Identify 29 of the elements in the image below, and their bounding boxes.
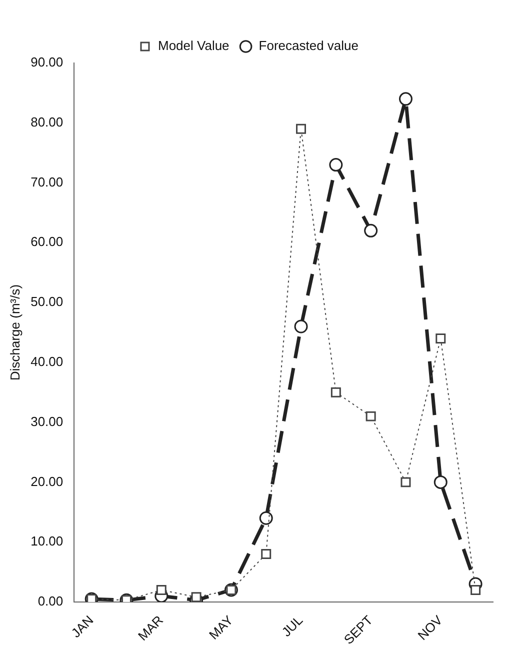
y-tick-label: 20.00 xyxy=(30,474,64,489)
y-tick-label: 10.00 xyxy=(30,534,64,549)
y-tick-label: 60.00 xyxy=(30,234,64,250)
y-tick-label: 50.00 xyxy=(30,294,64,310)
point xyxy=(436,333,446,344)
point xyxy=(294,320,308,334)
point xyxy=(364,224,378,238)
point xyxy=(261,549,272,560)
y-tick-label: 30.00 xyxy=(30,414,64,429)
legend-label: Model Value xyxy=(158,38,230,54)
point xyxy=(398,92,412,106)
y-tick-label: 40.00 xyxy=(30,354,64,369)
point xyxy=(366,411,376,422)
y-tick-label: 70.00 xyxy=(30,174,64,190)
point xyxy=(400,477,411,488)
point xyxy=(296,124,306,134)
point xyxy=(329,158,343,172)
point xyxy=(259,511,273,525)
point xyxy=(434,475,448,489)
point xyxy=(156,584,166,595)
y-tick-label: 0.00 xyxy=(38,594,64,609)
y-axis-title: Discharge (m³/s) xyxy=(7,284,22,381)
legend-label: Forecasted value xyxy=(258,38,359,54)
y-tick-label: 80.00 xyxy=(30,114,64,130)
x-tick-label: JUL xyxy=(278,612,306,640)
point xyxy=(330,387,341,398)
y-tick-label: 90.00 xyxy=(30,54,64,70)
point xyxy=(470,584,481,595)
x-tick-label: JAN xyxy=(68,612,96,640)
